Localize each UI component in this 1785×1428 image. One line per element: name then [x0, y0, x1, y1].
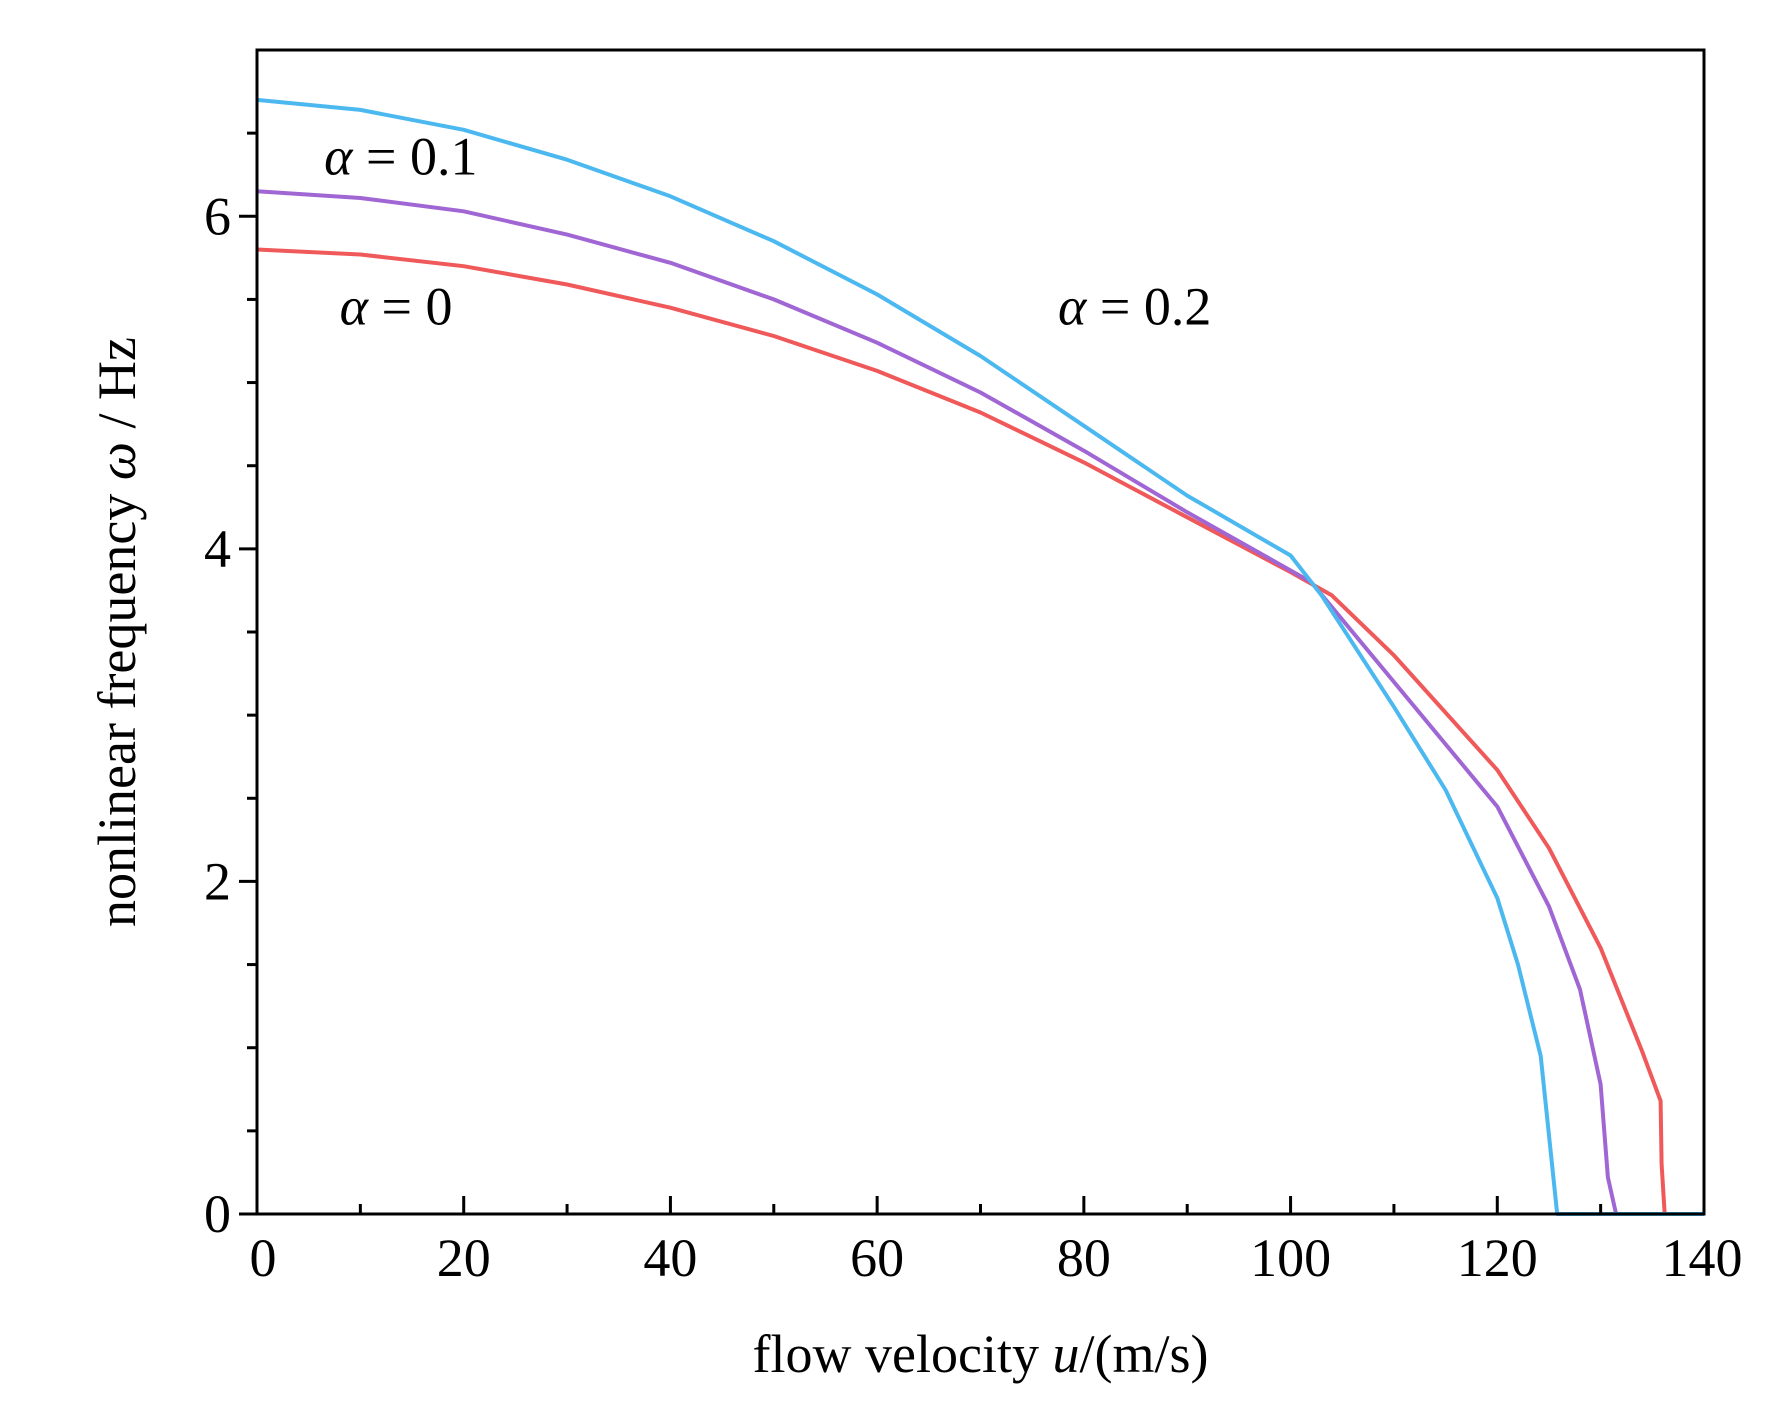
x-tick-label: 20 [437, 1228, 491, 1288]
series-annotation: α = 0.1 [324, 127, 477, 187]
y-tick-label: 2 [204, 851, 231, 911]
x-tick-label: 100 [1250, 1228, 1331, 1288]
x-tick-label: 80 [1057, 1228, 1111, 1288]
x-tick-label: 40 [643, 1228, 697, 1288]
y-axis-title-post: / Hz [87, 337, 147, 442]
y-tick-label: 0 [204, 1184, 231, 1244]
y-axis-title: nonlinear frequency ω / Hz [87, 337, 147, 927]
y-tick-label: 6 [204, 186, 231, 246]
x-axis-title-post: /(m/s) [1079, 1324, 1208, 1384]
x-tick-label: 60 [850, 1228, 904, 1288]
series-annotation: α = 0 [340, 276, 453, 336]
x-tick-label: 140 [1662, 1228, 1743, 1288]
y-tick-label: 4 [204, 519, 231, 579]
x-axis-title-pre: flow velocity [753, 1324, 1053, 1384]
plot-frame [255, 48, 1706, 1216]
annotation-value: = 0.2 [1086, 276, 1211, 336]
annotation-symbol: α [324, 127, 354, 187]
y-axis-title-pre: nonlinear frequency [87, 480, 147, 927]
annotation-symbol: α [1058, 276, 1088, 336]
y-axis-title-var: ω [87, 442, 147, 480]
x-axis-title-var: u [1052, 1324, 1079, 1384]
x-tick-label: 120 [1457, 1228, 1538, 1288]
x-tick-label: 0 [250, 1228, 277, 1288]
x-axis-title: flow velocity u/(m/s) [753, 1324, 1209, 1384]
annotation-value: = 0 [368, 276, 452, 336]
series-line-1 [256, 189, 1704, 1216]
annotation-value: = 0.1 [353, 127, 478, 187]
ticks-layer [239, 131, 1706, 1216]
series-annotation: α = 0.2 [1058, 276, 1211, 336]
series-line-2 [256, 97, 1704, 1216]
annotation-symbol: α [340, 276, 370, 336]
labels-layer: 0 20 40 60 80 100 120 140 0 2 4 6 [204, 186, 1743, 1288]
series-layer [256, 97, 1704, 1216]
